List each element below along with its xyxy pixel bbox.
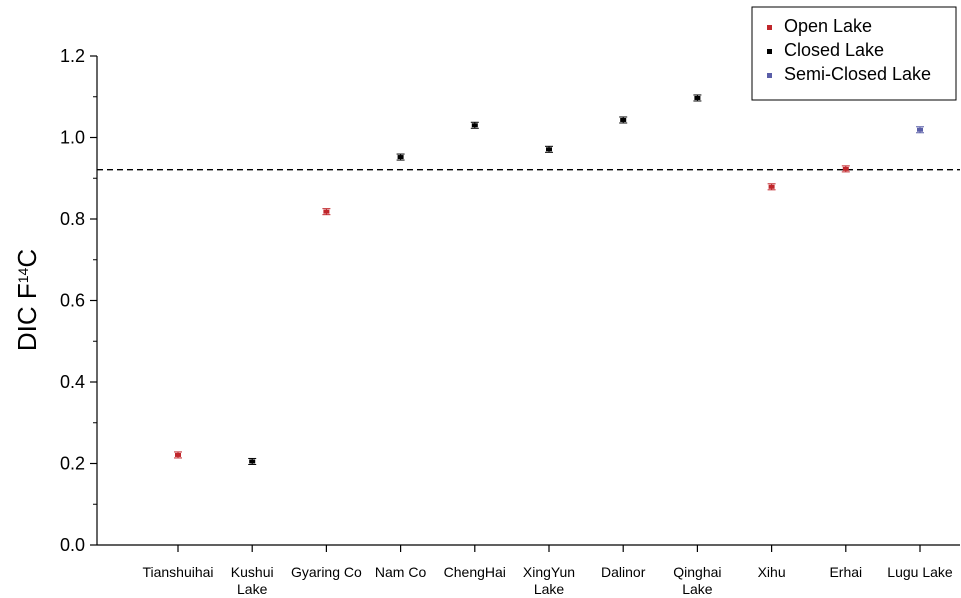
axes (96, 56, 960, 546)
point-marker (249, 459, 256, 464)
data-point (916, 126, 924, 134)
point-marker (842, 166, 849, 171)
y-tick-label: 0.2 (60, 454, 85, 474)
point-marker (397, 155, 404, 160)
legend-marker (767, 73, 772, 78)
legend: Open Lake Closed Lake Semi-Closed Lake (751, 6, 957, 101)
x-tick-label: Lake (237, 581, 268, 597)
x-tick-label: XingYun (523, 564, 575, 580)
y-axis-label-suffix: C (12, 249, 42, 268)
y-tick-label: 1.0 (60, 128, 85, 148)
x-tick-label: Lake (534, 581, 565, 597)
x-tick-label: Lugu Lake (887, 564, 953, 580)
data-point (396, 153, 405, 161)
x-tick-label: Lake (682, 581, 713, 597)
legend-label: Open Lake (784, 16, 872, 36)
data-point (619, 116, 628, 124)
x-tick-label: Erhai (829, 564, 862, 580)
legend-label: Closed Lake (784, 40, 884, 60)
y-tick-label: 0.4 (60, 372, 85, 392)
y-tick-label: 0.8 (60, 209, 85, 229)
data-point (767, 183, 776, 191)
data-point (174, 451, 182, 459)
x-tick-label: Qinghai (673, 564, 721, 580)
y-axis-label-prefix: DIC F (12, 283, 42, 351)
x-tick-label: Gyaring Co (291, 564, 362, 580)
legend-label: Semi-Closed Lake (784, 64, 931, 84)
legend-marker (767, 25, 772, 30)
legend-box (751, 6, 957, 101)
data-point (545, 145, 553, 153)
y-ticks: 0.0 0.2 0.4 0.6 0.8 1.0 1.2 (60, 46, 97, 555)
y-tick-label: 0.6 (60, 291, 85, 311)
y-tick-label: 0.0 (60, 535, 85, 555)
data-point (248, 457, 257, 465)
point-marker (620, 117, 627, 122)
point-marker (175, 452, 181, 457)
x-tick-label: Nam Co (375, 564, 427, 580)
point-marker (323, 209, 330, 214)
x-tick-label: ChengHai (444, 564, 506, 580)
x-tick-label: Tianshuihai (142, 564, 213, 580)
y-tick-label: 1.2 (60, 46, 85, 66)
data-points (174, 94, 924, 465)
point-marker (546, 147, 552, 152)
data-point (693, 94, 702, 102)
point-marker (694, 95, 701, 100)
y-axis-label-sup: 14 (15, 267, 31, 283)
data-point (841, 165, 850, 173)
legend-marker (767, 49, 772, 54)
y-axis-label: DIC F14C (12, 249, 42, 351)
x-tick-label: Xihu (758, 564, 786, 580)
point-marker (768, 184, 775, 189)
data-point (470, 121, 479, 129)
point-marker (471, 123, 478, 128)
x-tick-label: Kushui (231, 564, 274, 580)
data-point (322, 208, 331, 216)
x-tick-label: Dalinor (601, 564, 646, 580)
point-marker (917, 127, 923, 132)
